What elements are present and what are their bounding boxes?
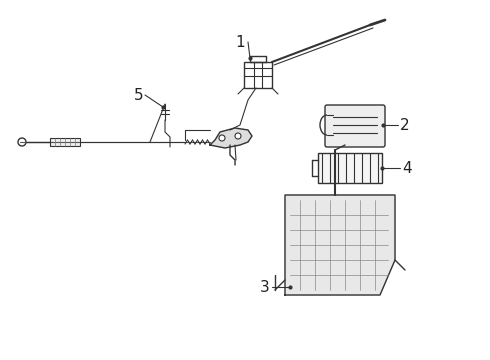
FancyBboxPatch shape	[50, 138, 80, 146]
Text: 3: 3	[260, 279, 270, 294]
FancyBboxPatch shape	[244, 62, 272, 88]
Polygon shape	[285, 195, 395, 295]
Text: 5: 5	[133, 87, 143, 103]
FancyBboxPatch shape	[325, 105, 385, 147]
Text: 2: 2	[400, 117, 410, 132]
FancyBboxPatch shape	[318, 153, 382, 183]
Circle shape	[18, 138, 26, 146]
Text: 4: 4	[402, 161, 412, 176]
Text: 1: 1	[235, 35, 245, 50]
Circle shape	[219, 135, 225, 141]
Circle shape	[235, 133, 241, 139]
Polygon shape	[210, 128, 252, 148]
